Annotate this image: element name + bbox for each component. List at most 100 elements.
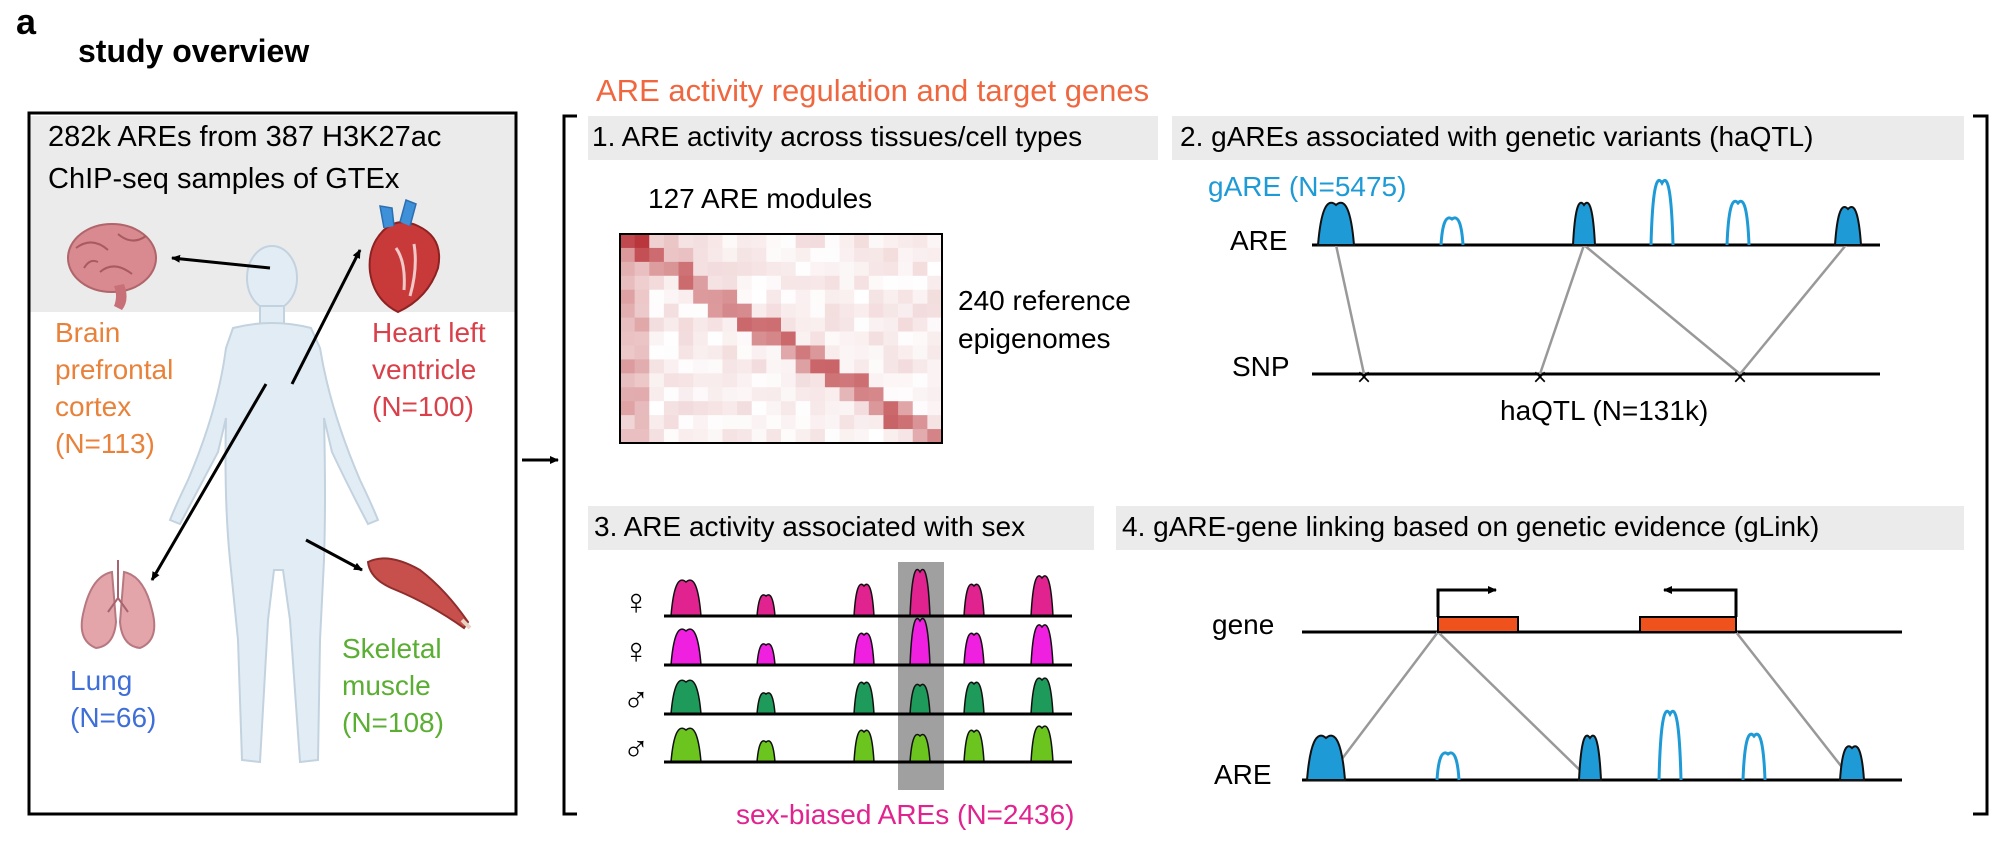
tss-arrow-left-icon bbox=[1663, 586, 1738, 617]
heatmap-cell bbox=[693, 261, 709, 277]
heatmap-cell bbox=[795, 345, 811, 360]
sex-peak bbox=[756, 594, 776, 617]
heatmap-cell bbox=[751, 289, 767, 305]
heatmap-cell bbox=[620, 275, 636, 291]
heatmap-cell bbox=[898, 429, 914, 444]
heatmap-cell bbox=[898, 401, 914, 416]
heatmap-cell bbox=[766, 261, 782, 277]
heatmap-cell bbox=[927, 415, 943, 430]
heatmap-cell bbox=[927, 429, 943, 444]
heatmap-cell bbox=[722, 303, 738, 319]
panel-3: 3. ARE activity associated with sex ♀ ♀ … bbox=[588, 506, 1094, 830]
muscle-label: Skeletal muscle (N=108) bbox=[342, 633, 444, 738]
heatmap-cell bbox=[927, 345, 943, 360]
heatmap-cell bbox=[810, 234, 826, 249]
heatmap-cell bbox=[751, 303, 767, 319]
heatmap-cell bbox=[678, 359, 694, 374]
left-bracket bbox=[562, 114, 577, 816]
lung-label: Lung (N=66) bbox=[70, 665, 156, 733]
modules-label: 127 ARE modules bbox=[648, 183, 872, 214]
heatmap-cell bbox=[737, 275, 753, 291]
skeletal-muscle-icon bbox=[366, 557, 472, 630]
human-body-icon bbox=[168, 245, 380, 764]
heatmap-cell bbox=[766, 387, 782, 402]
are-peak bbox=[1725, 199, 1751, 246]
gene-track-label: gene bbox=[1212, 609, 1274, 640]
heatmap-cell bbox=[707, 387, 723, 402]
heatmap-cell bbox=[781, 289, 797, 305]
are-track-label-p4: ARE bbox=[1214, 759, 1272, 790]
heatmap-cell bbox=[737, 345, 753, 360]
heatmap-cell bbox=[927, 401, 943, 416]
heatmap-cell bbox=[868, 247, 884, 263]
heatmap-cell bbox=[883, 387, 899, 402]
heatmap-cell bbox=[883, 359, 899, 374]
tss-arrow-right-icon bbox=[1436, 586, 1497, 617]
panel-1: 1. ARE activity across tissues/cell type… bbox=[588, 116, 1158, 444]
lung-icon bbox=[80, 560, 156, 650]
heatmap-cell bbox=[927, 289, 943, 305]
heatmap-cell bbox=[898, 275, 914, 291]
heatmap-cell bbox=[693, 415, 709, 430]
heatmap-cell bbox=[781, 415, 797, 430]
heatmap-cell bbox=[883, 373, 899, 388]
heatmap-cell bbox=[620, 289, 636, 305]
heatmap-cell bbox=[927, 247, 943, 263]
heatmap-cell bbox=[927, 275, 943, 291]
arrow-to-heart bbox=[290, 249, 362, 385]
heatmap-cell bbox=[898, 317, 914, 333]
heatmap-cell bbox=[707, 247, 723, 263]
gare-peak bbox=[1577, 734, 1603, 781]
heatmap-cell bbox=[766, 373, 782, 388]
sex-peak bbox=[853, 729, 875, 763]
heatmap-cell bbox=[868, 373, 884, 388]
heatmap-cell bbox=[620, 234, 636, 249]
heatmap-cell bbox=[898, 415, 914, 430]
heatmap-cell bbox=[854, 401, 870, 416]
heatmap-cell bbox=[810, 317, 826, 333]
heatmap-cell bbox=[810, 247, 826, 263]
heatmap-cell bbox=[751, 429, 767, 444]
heatmap-cell bbox=[766, 317, 782, 333]
heatmap-cell bbox=[707, 234, 723, 249]
sex-peak bbox=[670, 727, 702, 763]
heatmap-cell bbox=[927, 359, 943, 374]
heatmap-cell bbox=[810, 331, 826, 346]
heatmap-cell bbox=[693, 289, 709, 305]
svg-text:(N=66): (N=66) bbox=[70, 702, 156, 733]
heatmap-cell bbox=[781, 373, 797, 388]
heatmap-cell bbox=[707, 289, 723, 305]
heatmap-cell bbox=[678, 331, 694, 346]
heatmap-cell bbox=[634, 415, 650, 430]
heatmap-cell bbox=[620, 373, 636, 388]
gare-peak bbox=[1316, 202, 1356, 246]
heatmap-cell bbox=[678, 261, 694, 277]
svg-text:(N=100): (N=100) bbox=[372, 391, 474, 422]
heatmap-cell bbox=[854, 247, 870, 263]
box-title-line2: ChIP-seq samples of GTEx bbox=[48, 163, 400, 195]
heatmap-cell bbox=[795, 359, 811, 374]
heatmap-cell bbox=[868, 415, 884, 430]
sex-peak bbox=[1030, 624, 1054, 666]
heatmap-cell bbox=[824, 387, 841, 402]
heatmap-cell bbox=[678, 387, 694, 402]
svg-text:ventricle: ventricle bbox=[372, 354, 476, 385]
heatmap-cell bbox=[824, 289, 841, 305]
heatmap-cell bbox=[810, 303, 826, 319]
heatmap-cell bbox=[693, 247, 709, 263]
sex-peak bbox=[670, 579, 702, 617]
heatmap-cell bbox=[722, 247, 738, 263]
heatmap-cell bbox=[707, 415, 723, 430]
sex-peak bbox=[756, 740, 776, 763]
heatmap-cell bbox=[620, 331, 636, 346]
heatmap-cell bbox=[649, 359, 665, 374]
heatmap-cell bbox=[883, 289, 899, 305]
panel-1-header: 1. ARE activity across tissues/cell type… bbox=[592, 121, 1082, 152]
snp-mark: × bbox=[1733, 364, 1747, 391]
sex-peak bbox=[756, 643, 776, 666]
heatmap-cell bbox=[722, 373, 738, 388]
are-peak bbox=[1435, 751, 1461, 781]
sex-peak bbox=[756, 692, 776, 715]
heatmap-cell bbox=[868, 387, 884, 402]
heatmap-cell bbox=[634, 331, 650, 346]
